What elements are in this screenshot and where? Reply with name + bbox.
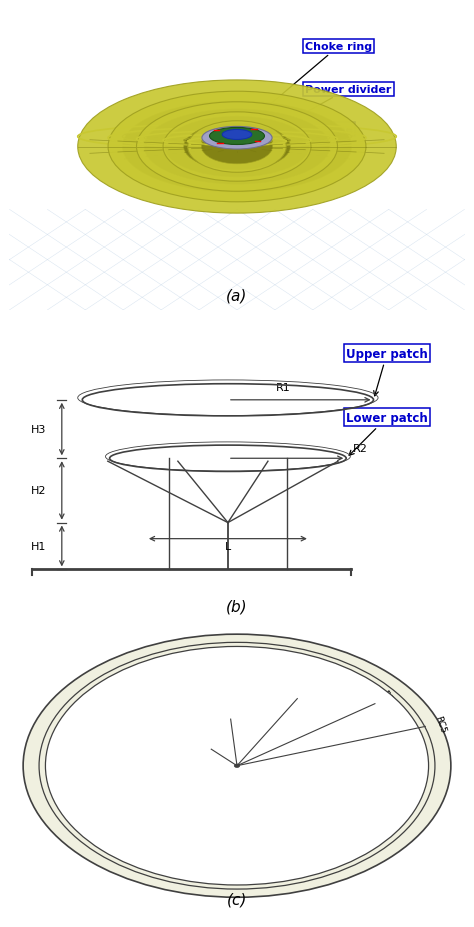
Text: H1: H1 [30,541,46,552]
Text: Lower patch: Lower patch [346,412,428,456]
Text: L-probe: L-probe [260,125,353,145]
Ellipse shape [123,694,351,837]
Ellipse shape [171,725,303,807]
Text: W: W [161,752,208,767]
Ellipse shape [144,109,330,185]
Ellipse shape [202,127,272,150]
Text: Upper patch: Upper patch [346,347,428,397]
Ellipse shape [222,131,252,140]
Ellipse shape [137,103,337,192]
Ellipse shape [75,665,399,867]
Text: RC5: RC5 [433,714,447,733]
Ellipse shape [163,113,311,182]
Ellipse shape [46,647,428,885]
Ellipse shape [23,634,451,897]
Text: RC2: RC2 [220,704,238,715]
Ellipse shape [184,124,290,171]
Text: H3: H3 [30,425,46,435]
Ellipse shape [201,130,273,165]
Ellipse shape [207,747,267,784]
Text: L: L [225,541,231,552]
Text: (b): (b) [226,599,248,614]
Text: RC1: RC1 [191,732,210,752]
Text: Choke ring: Choke ring [259,42,373,115]
Ellipse shape [122,102,352,193]
Text: Power divider: Power divider [267,84,392,134]
Text: RC4: RC4 [379,688,397,708]
Text: RC3: RC3 [295,681,315,698]
Ellipse shape [108,92,366,203]
Text: (c): (c) [227,891,247,906]
Ellipse shape [164,117,310,178]
Ellipse shape [78,81,396,214]
Ellipse shape [210,128,264,146]
Ellipse shape [188,121,286,173]
Ellipse shape [234,764,240,768]
Text: H2: H2 [30,486,46,496]
Text: R2: R2 [353,443,368,453]
Text: (a): (a) [226,288,248,303]
Text: R1: R1 [276,382,291,392]
